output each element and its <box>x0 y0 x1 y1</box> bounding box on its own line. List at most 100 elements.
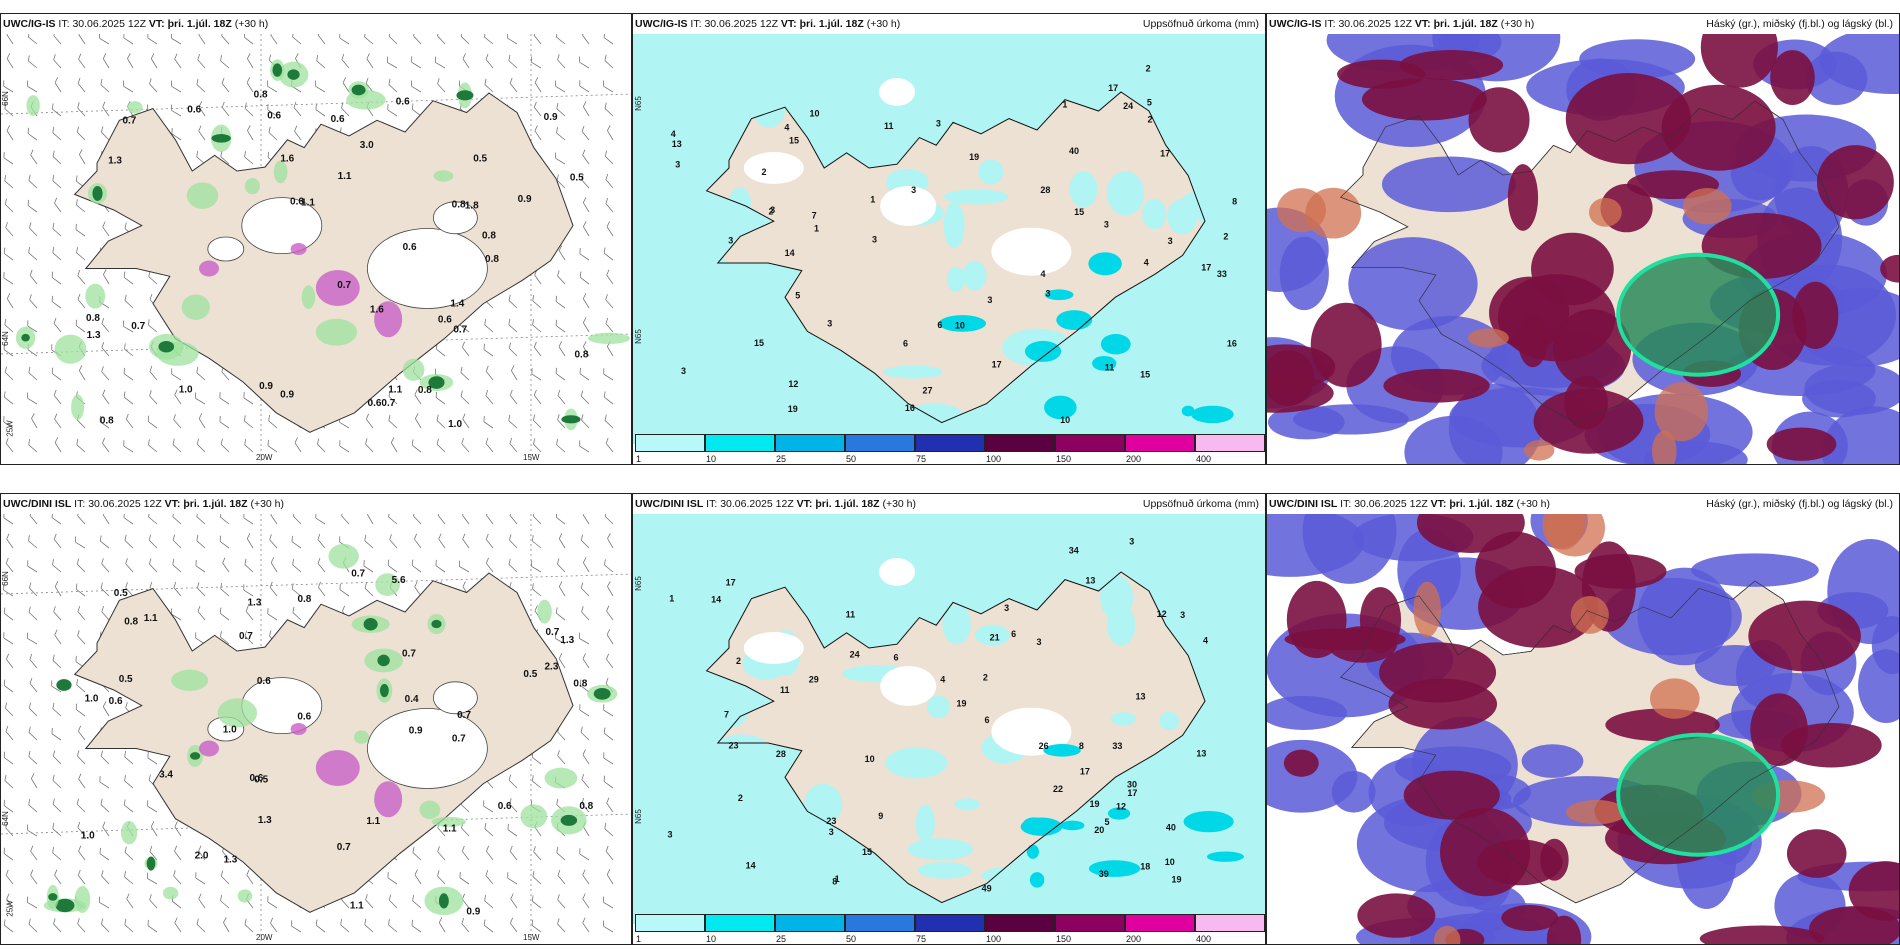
low-cloud-area <box>1649 678 1700 719</box>
colorbar-swatch <box>635 914 705 932</box>
wind-barb <box>28 366 38 381</box>
wind-barb <box>604 102 614 117</box>
colorbar-tick: 400 <box>1196 454 1212 464</box>
wind-barb <box>557 894 566 909</box>
high-cloud-area <box>1399 50 1504 81</box>
precip-value: 0.8 <box>100 415 114 426</box>
heavy-accum-area <box>1088 252 1122 276</box>
wind-barb <box>196 438 206 453</box>
accum-area <box>823 856 861 890</box>
accum-value: 19 <box>1171 875 1181 885</box>
wind-barb <box>245 605 254 621</box>
colorbar: 1 10 25 50 75 100 150 200 400 <box>635 914 1265 944</box>
wind-barb <box>219 535 230 549</box>
wind-barb <box>102 821 110 837</box>
wind-barb <box>388 514 398 525</box>
wind-barb <box>99 34 110 45</box>
wind-barb <box>101 606 110 621</box>
precip-value: 0.8 <box>124 617 138 628</box>
wind-barb <box>78 34 86 45</box>
precip-area <box>127 101 143 114</box>
accum-value: 2 <box>762 167 767 177</box>
wind-barb <box>75 703 86 717</box>
precip-type-map: 0.6 0.7 1.1 0.9 0.7 1.1 0.6 0.8 1.0 0.8 0.5 0.7 0.5 1… <box>1 514 631 944</box>
accum-area <box>1100 575 1134 621</box>
accum-area <box>698 697 748 730</box>
precip-value: 1.3 <box>560 635 574 646</box>
accum-area <box>1079 883 1127 907</box>
accum-area <box>735 323 773 350</box>
accum-value: 10 <box>1165 857 1175 867</box>
wind-barb <box>604 150 614 165</box>
accum-area <box>885 747 948 779</box>
precip-value: 1.0 <box>85 693 99 704</box>
wind-barb <box>532 535 542 549</box>
accum-value: 17 <box>992 359 1002 369</box>
accum-area <box>942 604 971 645</box>
wind-barb <box>101 558 110 573</box>
wind-barb <box>293 101 302 117</box>
wind-barb <box>388 78 398 93</box>
accum-area <box>839 380 866 399</box>
wind-barb <box>555 80 566 93</box>
precip-area <box>54 334 87 364</box>
wind-barb <box>147 415 158 429</box>
precip-core <box>48 893 58 901</box>
precip-value: 0.7 <box>337 280 351 291</box>
wind-barb <box>411 919 422 933</box>
precip-core <box>146 856 156 871</box>
accum-value: 26 <box>1039 741 1049 751</box>
wind-barb <box>198 893 206 909</box>
wind-barb <box>28 535 38 549</box>
wind-barb <box>103 269 110 285</box>
wind-barb <box>507 34 518 45</box>
accum-value: 3 <box>667 830 672 840</box>
wind-barb <box>198 125 206 141</box>
wind-barb <box>485 437 494 453</box>
wind-barb <box>100 126 110 141</box>
high-cloud-area <box>1766 427 1837 461</box>
wind-barb <box>581 125 590 141</box>
wind-barb <box>458 560 470 573</box>
wind-barb <box>29 222 38 237</box>
wind-barb <box>557 54 566 69</box>
wind-barb <box>267 608 278 621</box>
colorbar-swatch <box>845 914 915 932</box>
wind-barb <box>604 559 614 573</box>
high-cloud-area <box>1501 904 1559 932</box>
panel-title: UWC/DINI ISL IT: 30.06.2025 12Z VT: þri.… <box>1269 498 1551 510</box>
wind-barb <box>459 871 470 885</box>
wind-barb <box>339 34 350 45</box>
precip-area <box>431 816 467 827</box>
mid-cloud-area <box>1802 379 1876 418</box>
wind-barb <box>411 80 422 93</box>
wind-barb <box>411 559 422 573</box>
accum-value: 3 <box>675 160 680 170</box>
wind-barb <box>102 53 110 69</box>
wind-barb <box>196 918 206 933</box>
precip-value: 2.3 <box>545 661 559 672</box>
accum-area <box>728 833 782 861</box>
wind-barb <box>339 440 350 453</box>
wind-barb <box>485 869 494 885</box>
panel-subtitle: Uppsöfnuð úrkoma (mm) <box>1142 498 1259 510</box>
wind-barb <box>580 390 590 405</box>
wind-barb <box>532 319 542 333</box>
accum-value: 11 <box>780 685 790 695</box>
accum-value: 19 <box>788 404 798 414</box>
wind-barb <box>508 558 518 573</box>
accum-value: 15 <box>754 338 764 348</box>
wind-barb <box>411 439 422 453</box>
wind-barb <box>79 149 86 165</box>
wind-barb <box>77 514 86 525</box>
precip-value: 1.8 <box>465 201 479 212</box>
wind-barb <box>243 584 254 597</box>
wind-barb <box>27 199 38 213</box>
wind-barb <box>243 34 254 45</box>
precip-value: 1.3 <box>247 597 261 608</box>
wind-barb <box>27 80 38 93</box>
wind-barb <box>365 438 374 453</box>
wind-barb <box>99 535 110 549</box>
precip-area <box>85 283 106 309</box>
wind-barb <box>435 391 446 405</box>
